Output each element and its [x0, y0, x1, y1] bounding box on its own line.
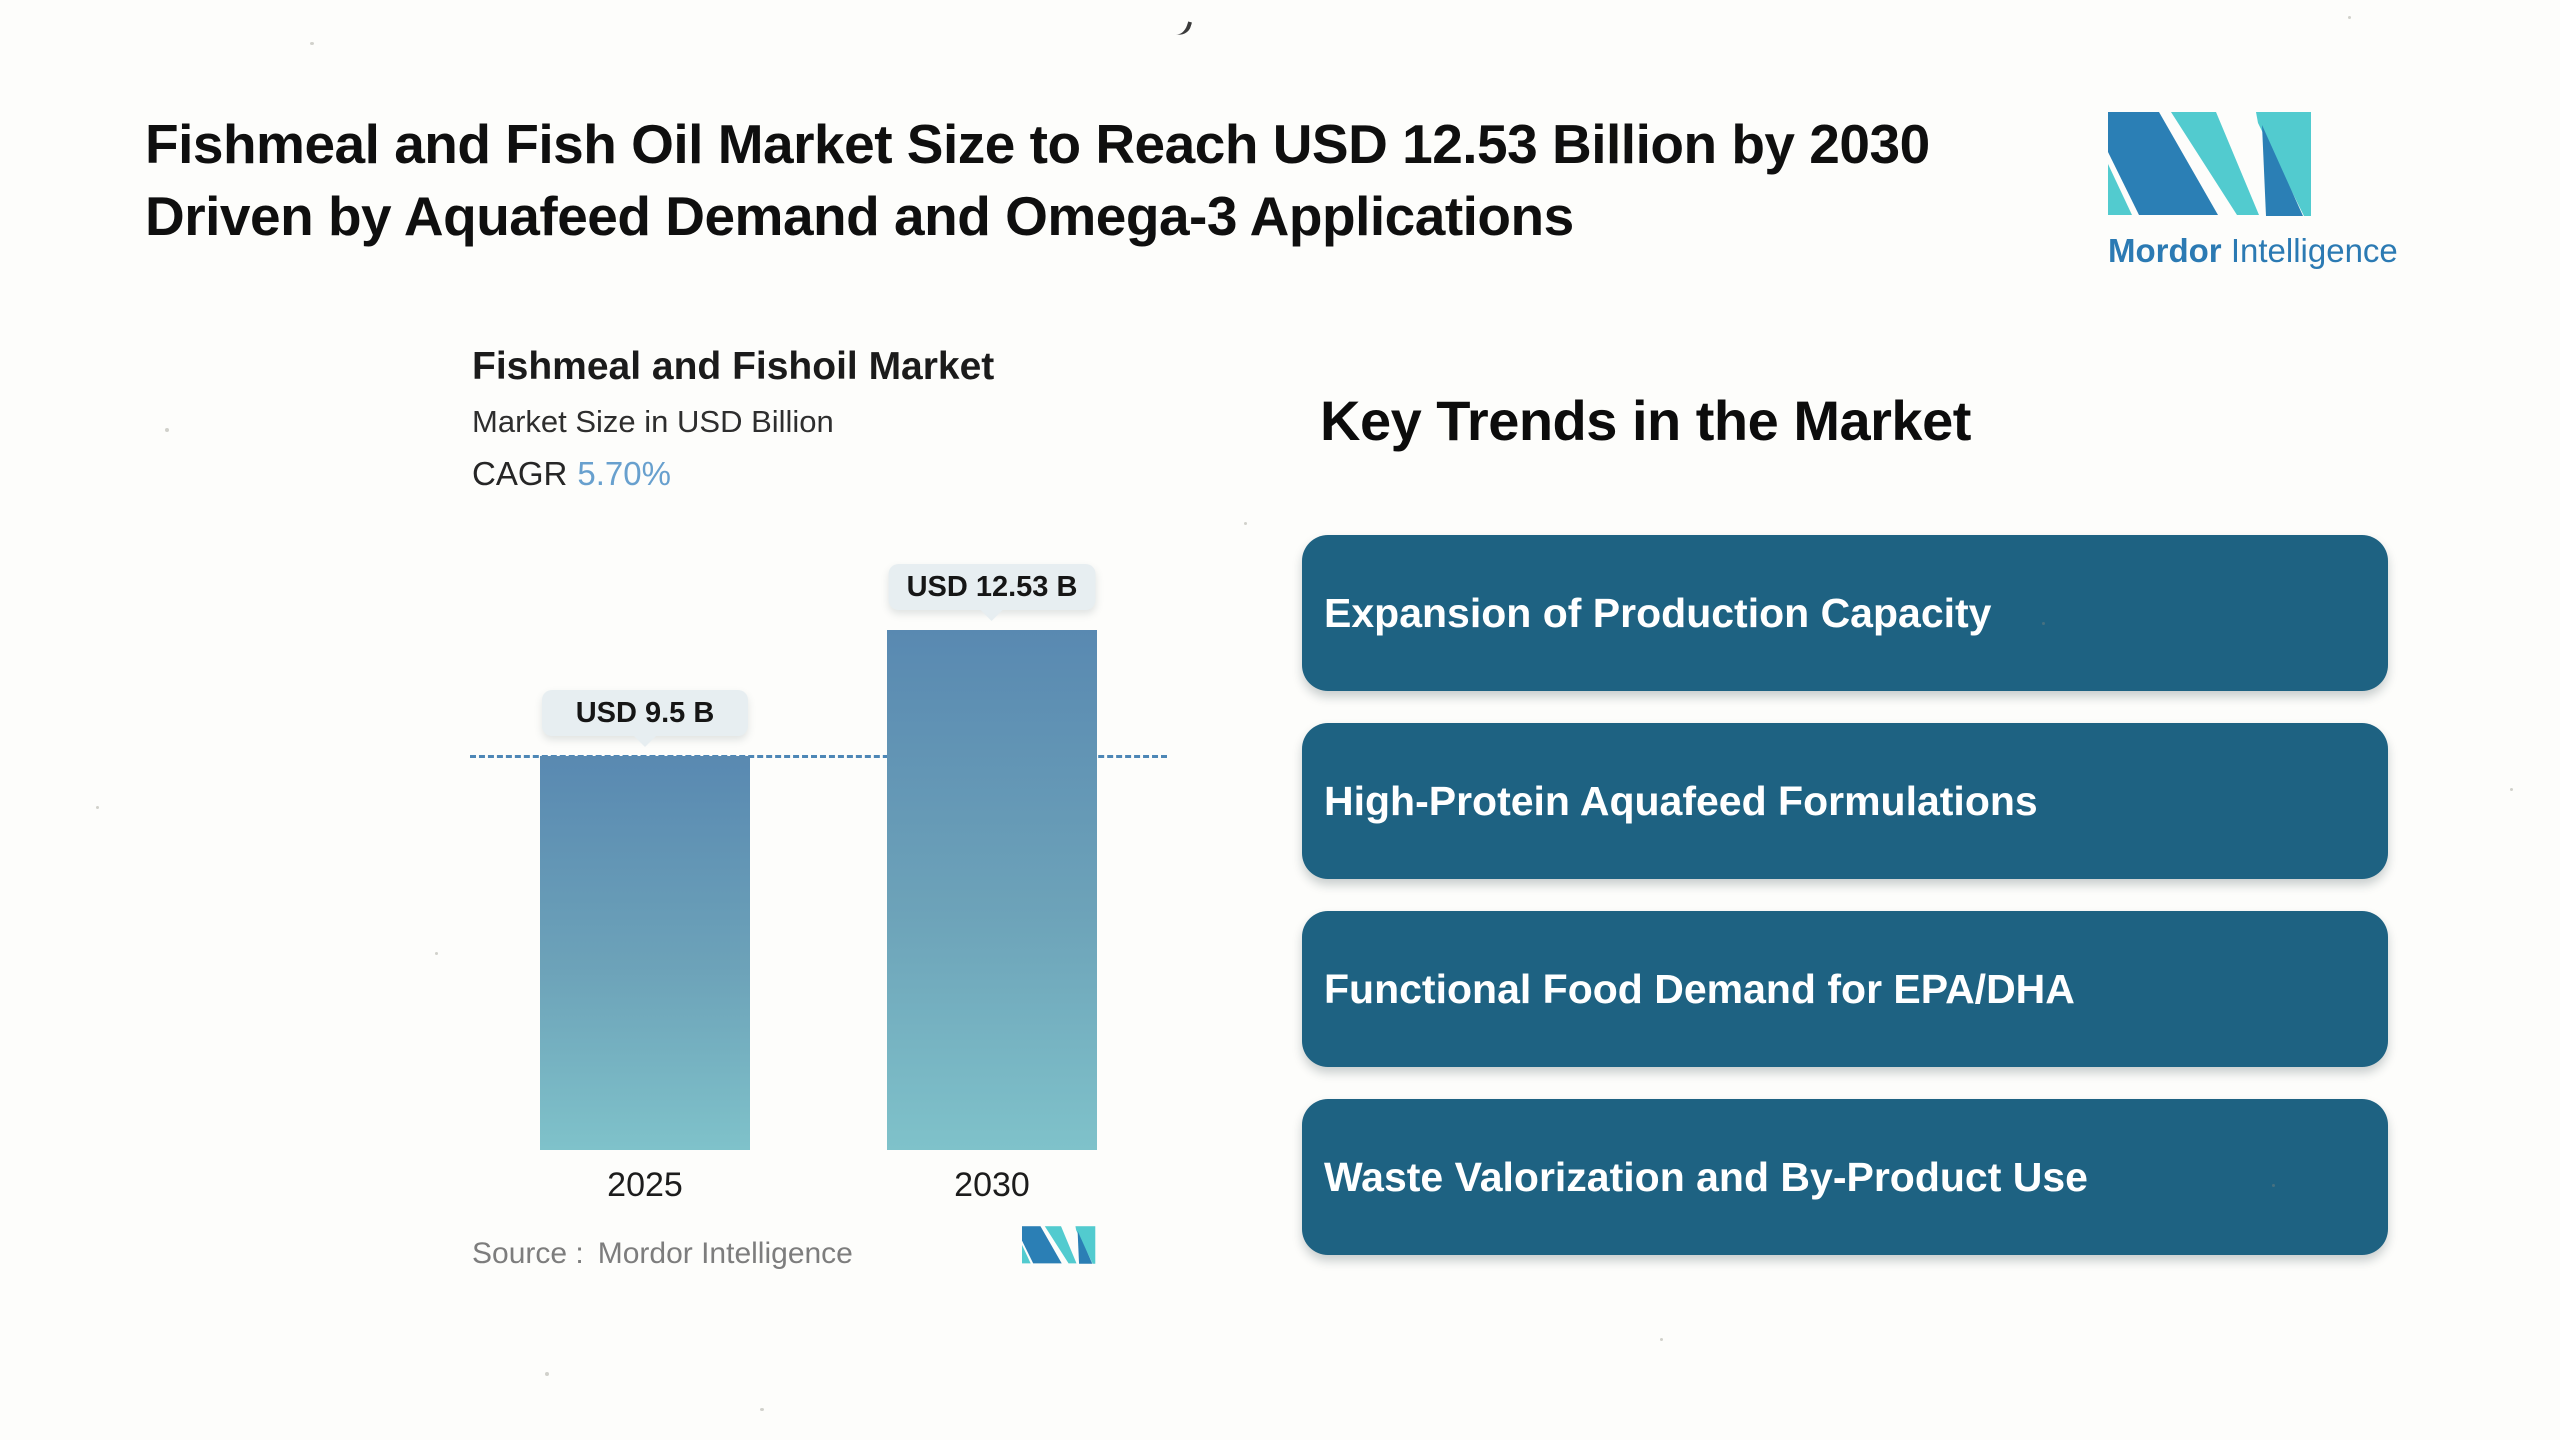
speck-icon [2510, 788, 2513, 791]
page-title-line1: Fishmeal and Fish Oil Market Size to Rea… [145, 113, 1930, 175]
bar-2030: USD 12.53 B 2030 [887, 564, 1097, 1204]
speck-icon [1244, 522, 1247, 525]
bar-2025: USD 9.5 B 2025 [540, 690, 750, 1204]
speck-icon [2272, 1184, 2275, 1187]
source-row: Source : Mordor Intelligence [472, 1237, 853, 1271]
speck-icon [760, 1408, 764, 1411]
chart-cagr: CAGR 5.70% [472, 455, 671, 493]
cagr-label: CAGR [472, 455, 568, 492]
trend-card-label: Expansion of Production Capacity [1324, 589, 1992, 636]
speck-icon [2042, 622, 2045, 625]
value-label-2025: USD 9.5 B [575, 696, 715, 729]
trend-card-aquafeed: High-Protein Aquafeed Formulations [1302, 723, 2388, 879]
ink-speck-icon [1173, 18, 1193, 38]
bar-chart: USD 9.5 B 2025 USD 12.53 B 2030 [470, 540, 1170, 1204]
key-trends-heading: Key Trends in the Market [1320, 389, 1971, 452]
x-tick-2025: 2025 [607, 1166, 683, 1204]
brand-name-bold: Mordor [2108, 232, 2222, 269]
trend-card-waste: Waste Valorization and By-Product Use [1302, 1099, 2388, 1255]
reference-dashed-line [470, 755, 1167, 758]
source-value: Mordor Intelligence [597, 1237, 853, 1270]
page-title-line2: Driven by Aquafeed Demand and Omega-3 Ap… [145, 185, 1574, 247]
speck-icon [435, 952, 438, 955]
speck-icon [165, 428, 169, 432]
trend-card-label: Functional Food Demand for EPA/DHA [1324, 965, 2075, 1012]
speck-icon [545, 1372, 549, 1376]
trend-card-epa-dha: Functional Food Demand for EPA/DHA [1302, 911, 2388, 1067]
value-label-2030: USD 12.53 B [906, 570, 1078, 603]
trend-card-expansion: Expansion of Production Capacity [1302, 535, 2388, 691]
speck-icon [96, 806, 99, 809]
chart-subtitle: Market Size in USD Billion [472, 404, 834, 439]
trend-card-label: Waste Valorization and By-Product Use [1324, 1153, 2088, 1200]
chart-title: Fishmeal and Fishoil Market [472, 345, 995, 388]
mordor-intelligence-logo-icon [2108, 112, 2313, 222]
brand-wordmark: Mordor Intelligence [2108, 232, 2398, 270]
speck-icon [1660, 1338, 1663, 1341]
source-label: Source : [472, 1237, 584, 1270]
cagr-value: 5.70% [577, 455, 671, 492]
speck-icon [2348, 16, 2351, 19]
value-callout-2025: USD 9.5 B [542, 690, 748, 736]
trend-card-label: High-Protein Aquafeed Formulations [1324, 777, 2038, 824]
page-title: Fishmeal and Fish Oil Market Size to Rea… [145, 108, 2095, 252]
x-tick-2030: 2030 [954, 1166, 1030, 1204]
speck-icon [310, 42, 314, 45]
brand-logo: Mordor Intelligence [2108, 112, 2398, 270]
value-callout-2030: USD 12.53 B [888, 564, 1096, 610]
source-logo-icon [1022, 1226, 1096, 1266]
brand-name-regular: Intelligence [2230, 232, 2398, 269]
